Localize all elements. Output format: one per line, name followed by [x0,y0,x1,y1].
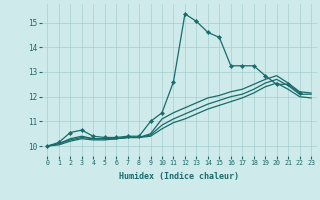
X-axis label: Humidex (Indice chaleur): Humidex (Indice chaleur) [119,172,239,181]
